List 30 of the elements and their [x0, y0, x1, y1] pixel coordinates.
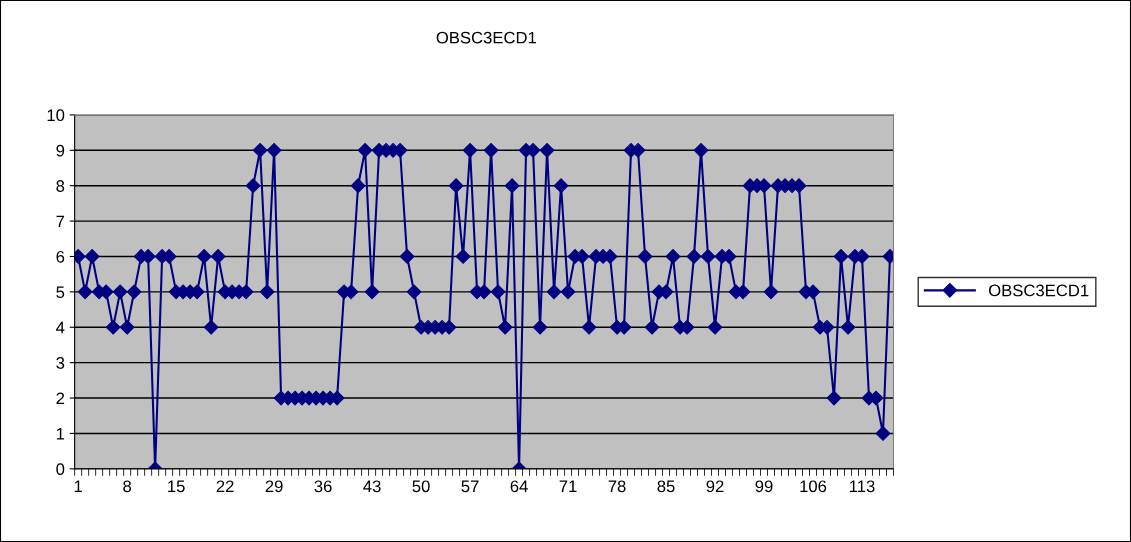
legend-label: OBSC3ECD1 — [988, 284, 1089, 297]
y-tick-label: 8 — [56, 180, 65, 192]
x-tick-label: 15 — [168, 480, 185, 493]
x-tick-label: 8 — [123, 480, 132, 493]
x-tick-label: 92 — [706, 480, 724, 493]
x-tick-label: 50 — [412, 480, 430, 493]
y-tick-label: 4 — [56, 321, 65, 334]
x-tick-label: 113 — [849, 480, 875, 493]
y-tick-label: 5 — [56, 286, 65, 299]
x-tick-label: 99 — [755, 480, 773, 493]
chart-title: OBSC3ECD1 — [436, 31, 536, 44]
x-tick-label: 57 — [461, 480, 479, 493]
y-tick-label: 7 — [56, 215, 65, 228]
x-tick-label: 106 — [800, 480, 827, 493]
y-tick-label: 9 — [56, 144, 65, 157]
x-tick-label: 36 — [314, 480, 332, 493]
x-tick-label: 64 — [510, 480, 528, 493]
y-tick-label: 6 — [56, 250, 65, 263]
y-tick-label: 0 — [56, 463, 65, 476]
x-tick-label: 71 — [559, 480, 577, 493]
x-tick-label: 85 — [657, 480, 675, 493]
y-tick-label: 1 — [56, 428, 65, 440]
x-tick-label: 22 — [216, 480, 234, 493]
x-tick-label: 29 — [265, 480, 283, 493]
y-tick-label: 2 — [56, 392, 65, 405]
y-tick-label: 10 — [47, 109, 65, 122]
x-tick-label: 43 — [363, 480, 381, 493]
y-tick-label: 3 — [56, 357, 65, 369]
x-tick-label: 78 — [608, 480, 626, 493]
x-tick-label: 1 — [74, 480, 82, 493]
